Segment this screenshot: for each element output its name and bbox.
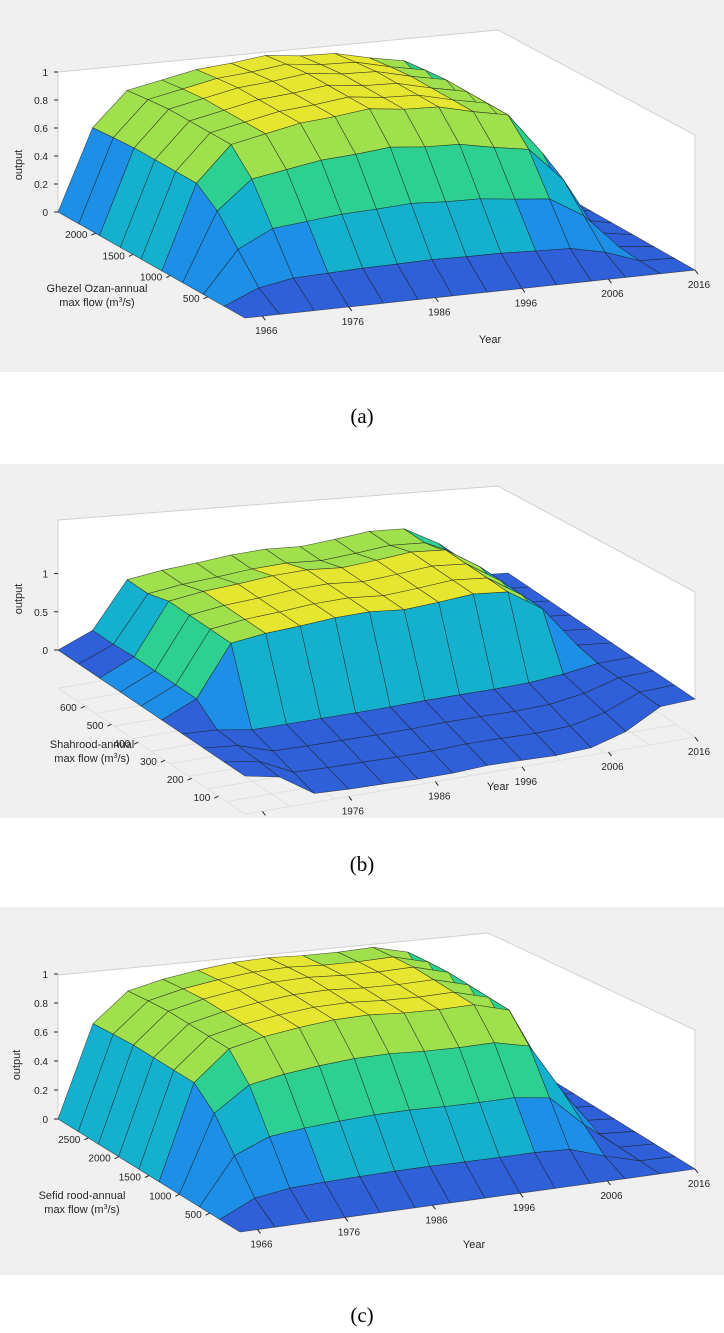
x-tick-label: 1986 [428,308,451,319]
plot-area-a: 1 0.8 0.6 0.4 0.2 0 1966 1976 1986 1996 2006 2016 20… [0,0,724,372]
surface-b [57,528,696,794]
y-tick-label: 200 [167,775,184,786]
z-tick-label: 1 [42,970,48,981]
axes-c: 1 0.8 0.6 0.4 0.2 0 1966 1976 1986 1996 2006 2016 25… [34,970,710,1251]
axes-b: 10.5019661976198619962006201660050040030… [34,570,710,818]
y-tick-label: 300 [140,757,157,768]
y-tick-label: 1000 [149,1191,172,1202]
y-tick-label: 1000 [140,273,163,284]
x-tick-label: 1976 [338,1227,361,1238]
caption-c: (c) [350,1303,374,1327]
surface-chart-c: 1 0.8 0.6 0.4 0.2 0 1966 1976 1986 1996 2006 2016 25… [11,932,711,1251]
x-tick-label: 1976 [342,806,365,817]
y-tick-label: 2000 [88,1154,111,1165]
axes-a: 1 0.8 0.6 0.4 0.2 0 1966 1976 1986 1996 2006 2016 20… [34,68,710,337]
y-tick-label: 2500 [58,1135,81,1146]
y-tick-label: 500 [87,721,104,732]
surface-chart-a: 1 0.8 0.6 0.4 0.2 0 1966 1976 1986 1996 2006 2016 20… [13,29,711,346]
y-axis-label-c-2: max flow (m3/s) [44,1204,119,1216]
z-tick-label: 0.2 [34,1086,48,1097]
z-tick-label: 0.5 [34,608,48,619]
x-axis-label-b: Year [487,781,510,793]
panel-b: 10.5019661976198619962006201660050040030… [0,464,724,904]
z-tick-label: 0.4 [34,152,48,163]
surface-c [57,947,696,1233]
z-tick-label: 0.8 [34,999,48,1010]
panel-c: 1 0.8 0.6 0.4 0.2 0 1966 1976 1986 1996 2006 2016 25… [0,907,724,1333]
x-tick-label: 2006 [601,289,624,300]
x-tick-label: 1986 [425,1215,448,1226]
z-tick-label: 1 [42,570,48,581]
surface-patch [638,257,696,275]
y-axis-label-a-2: max flow (m3/s) [59,297,134,309]
z-tick-label: 0 [42,646,48,657]
x-tick-label: 2016 [688,747,711,758]
surface-chart-b: 10.5019661976198619962006201660050040030… [13,485,711,818]
z-tick-label: 0.4 [34,1057,48,1068]
x-tick-label: 1966 [250,1240,273,1251]
x-tick-label: 2006 [601,762,624,773]
z-axis-label-b: output [13,584,25,615]
panel-a: 1 0.8 0.6 0.4 0.2 0 1966 1976 1986 1996 2006 2016 20… [0,0,724,440]
y-tick-label: 100 [194,793,211,804]
y-tick-label: 500 [185,1210,202,1221]
x-tick-label: 2016 [688,280,711,291]
plot-area-c: 1 0.8 0.6 0.4 0.2 0 1966 1976 1986 1996 2006 2016 25… [0,907,724,1275]
x-axis-label-c: Year [463,1239,486,1251]
y-tick-label: 600 [60,703,77,714]
z-tick-label: 0.2 [34,180,48,191]
z-tick-label: 0.8 [34,96,48,107]
y-axis-label-b: Shahrood-annual [50,739,134,751]
x-axis-label-a: Year [479,334,502,346]
caption-a: (a) [350,404,374,428]
x-tick-label: 1986 [428,792,451,803]
y-tick-label: 2000 [65,230,88,241]
z-tick-label: 0 [42,1115,48,1126]
x-tick-label: 1976 [342,317,365,328]
caption-b: (b) [349,852,375,876]
z-axis-label-c: output [11,1050,23,1081]
y-tick-label: 500 [183,294,200,305]
z-tick-label: 0 [42,208,48,219]
y-tick-label: 1500 [119,1173,142,1184]
x-tick-label: 1996 [515,777,538,788]
z-axis-label-a: output [13,150,25,181]
z-tick-label: 0.6 [34,1028,48,1039]
surface-a [57,53,696,319]
y-axis-label-b-2: max flow (m3/s) [54,753,129,765]
x-tick-label: 1996 [515,298,538,309]
x-tick-label: 1966 [255,326,278,337]
surface-patch [638,684,696,707]
plot-area-b: 10.5019661976198619962006201660050040030… [0,464,724,818]
x-tick-label: 1996 [513,1203,536,1214]
z-tick-label: 1 [42,68,48,79]
y-tick-label: 1500 [103,251,126,262]
y-tick-label: 400 [113,739,130,750]
y-axis-label-a: Ghezel Ozan-annual [47,283,148,295]
y-axis-label-c: Sefid rood-annual [39,1190,126,1202]
surface-patch [638,1156,696,1175]
z-tick-label: 0.6 [34,124,48,135]
x-tick-label: 2016 [688,1179,711,1190]
x-tick-label: 2006 [600,1191,623,1202]
